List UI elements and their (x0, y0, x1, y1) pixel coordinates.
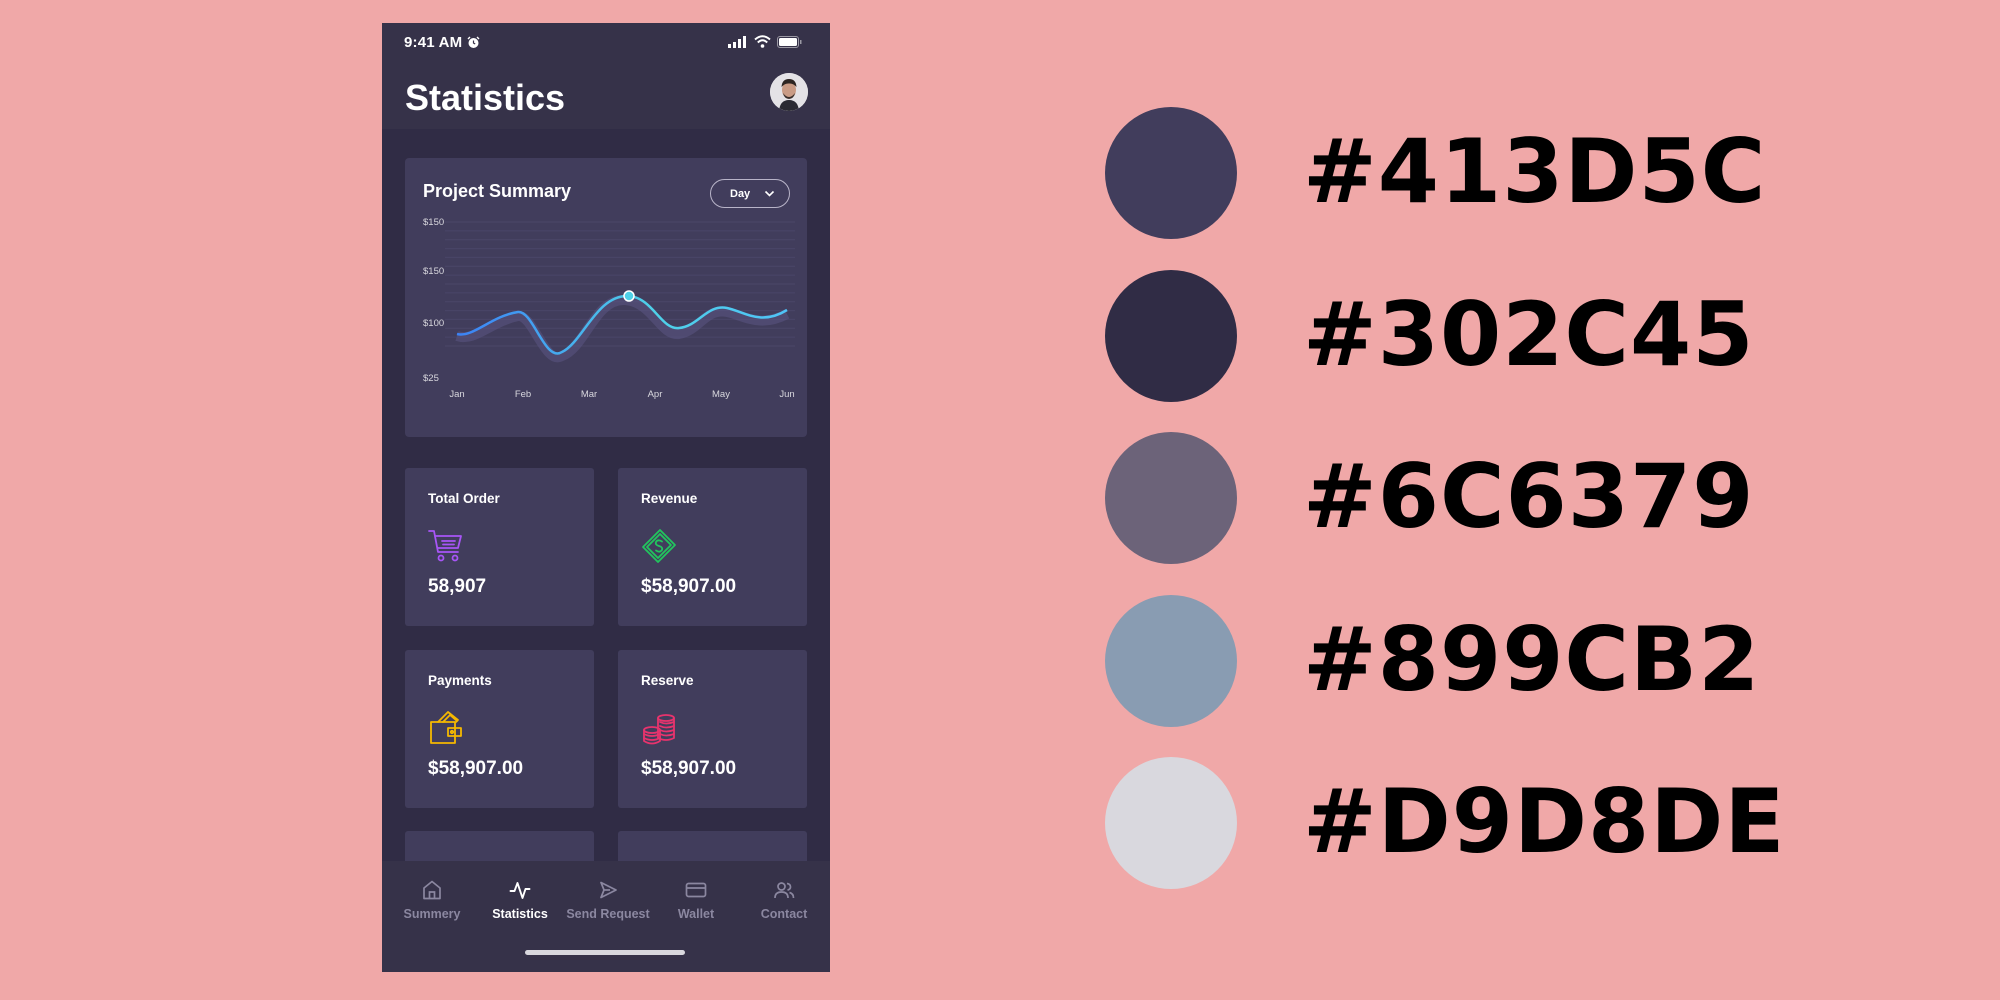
wifi-icon (754, 35, 771, 48)
money-icon (642, 529, 676, 563)
coins-icon (643, 714, 675, 745)
avatar[interactable] (770, 73, 808, 111)
stat-card-payments[interactable]: Payments $58,907.00 (405, 650, 594, 808)
color-swatch (1105, 107, 1237, 239)
nav-item-statistics[interactable]: Statistics (476, 879, 564, 929)
chevron-down-icon (764, 190, 775, 197)
period-select[interactable]: Day (710, 179, 790, 208)
nav-label: Wallet (677, 907, 715, 921)
stat-value: 58,907 (428, 576, 487, 597)
chart-line (456, 294, 788, 355)
send-icon (600, 881, 617, 899)
stat-value: $58,907.00 (428, 758, 524, 779)
cart-icon (428, 530, 462, 562)
color-swatch (1105, 595, 1237, 727)
header-area (382, 23, 830, 129)
signal-icon (728, 36, 746, 48)
wallet-icon (430, 711, 462, 744)
chart-highlight-point[interactable] (623, 290, 635, 302)
x-tick-label: Jan (449, 389, 464, 400)
color-hex-label: #413D5C (1303, 120, 1767, 223)
nav-label: Send Request (566, 907, 650, 921)
stat-value: $58,907.00 (641, 576, 737, 597)
stat-label: Payments (428, 673, 492, 688)
color-swatch (1105, 757, 1237, 889)
stat-value: $58,907.00 (641, 758, 737, 779)
project-summary-card: Project Summary Day $150 $150 $100 $25 Jan F… (405, 158, 807, 437)
users-icon (774, 882, 795, 899)
y-tick-label: $100 (423, 318, 444, 329)
color-hex-label: #D9D8DE (1303, 770, 1786, 873)
avatar-icon (770, 73, 808, 111)
color-hex-label: #899CB2 (1303, 608, 1761, 711)
y-tick-label: $150 (423, 218, 444, 228)
home-icon (423, 880, 441, 900)
activity-icon (509, 882, 531, 899)
stat-card-revenue[interactable]: Revenue $58,907.00 (618, 468, 807, 626)
stat-label: Reserve (641, 673, 694, 688)
stat-card-reserve[interactable]: Reserve $58,907.00 (618, 650, 807, 808)
phone-screen: 9:41 AM Statistics (382, 23, 830, 972)
card-title: Project Summary (423, 181, 572, 201)
color-hex-label: #6C6379 (1303, 445, 1755, 548)
color-swatch (1105, 432, 1237, 564)
home-indicator (525, 950, 685, 955)
x-tick-label: Feb (515, 389, 531, 400)
nav-item-summery[interactable]: Summery (388, 879, 476, 929)
nav-label: Statistics (492, 907, 548, 921)
nav-label: Contact (760, 907, 808, 921)
period-select-value: Day (730, 188, 751, 200)
page-title: Statistics (405, 77, 566, 118)
x-tick-label: Jun (779, 389, 794, 400)
x-tick-label: Apr (648, 389, 663, 400)
card-icon (685, 882, 707, 898)
x-tick-label: May (712, 389, 730, 400)
color-swatch (1105, 270, 1237, 402)
y-tick-label: $25 (423, 373, 439, 384)
stat-label: Total Order (428, 491, 500, 506)
nav-item-wallet[interactable]: Wallet (652, 879, 740, 929)
alarm-icon (467, 36, 480, 48)
y-tick-label: $150 (423, 266, 444, 277)
nav-item-contact[interactable]: Contact (740, 879, 828, 929)
nav-item-send-request[interactable]: Send Request (564, 879, 652, 929)
stat-label: Revenue (641, 491, 698, 506)
color-hex-label: #302C45 (1303, 283, 1755, 386)
line-chart: $150 $150 $100 $25 Jan Feb Mar Apr May Jun (423, 218, 795, 400)
x-tick-label: Mar (581, 389, 597, 400)
nav-label: Summery (403, 907, 461, 921)
battery-icon (777, 36, 802, 48)
status-bar: 9:41 AM (382, 23, 830, 63)
stat-card-total-order[interactable]: Total Order 58,907 (405, 468, 594, 626)
bottom-nav: Summery Statistics Send Request Wallet (382, 861, 830, 972)
status-time: 9:41 AM (404, 34, 463, 51)
